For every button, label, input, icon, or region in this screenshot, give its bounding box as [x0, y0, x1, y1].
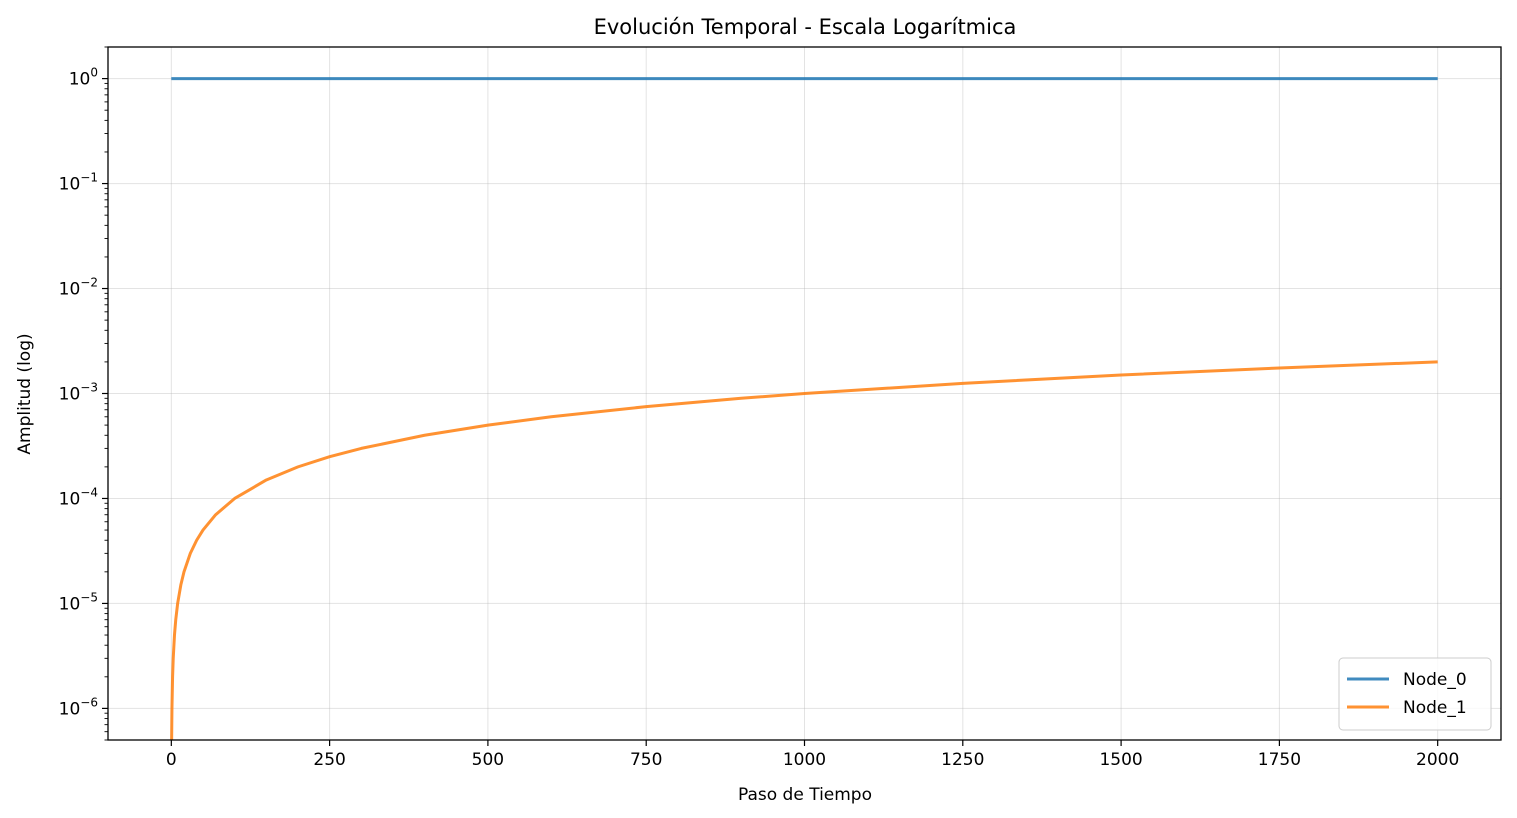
x-tick-label: 1500: [1099, 750, 1142, 770]
legend-label: Node_0: [1403, 670, 1467, 690]
x-tick-label: 0: [166, 750, 177, 770]
y-axis-title: Amplitud (log): [15, 333, 35, 454]
x-tick-label: 2000: [1416, 750, 1459, 770]
y-tick-label: 10−5: [59, 590, 98, 614]
legend-label: Node_1: [1403, 698, 1467, 718]
y-tick-label: 10−4: [59, 485, 98, 509]
x-axis-title: Paso de Tiempo: [738, 785, 872, 805]
y-tick-label: 10−2: [59, 276, 98, 300]
x-tick-label: 1750: [1258, 750, 1301, 770]
y-axis: 100 10−1 10−2 10−3 10−4 10−5 10−6: [59, 46, 108, 741]
y-tick-label: 10−1: [59, 171, 98, 195]
y-tick-label: 10−3: [59, 381, 98, 405]
x-tick-label: 1000: [783, 750, 826, 770]
legend-box: [1338, 657, 1492, 731]
x-tick-label: 250: [313, 750, 345, 770]
series-line-node-1: [170, 360, 1438, 741]
y-tick-label: 100: [69, 66, 98, 90]
x-tick-label: 750: [630, 750, 662, 770]
x-tick-label: 1250: [941, 750, 984, 770]
x-axis: 0 250 500 750 1000 1250 1500 1750 2000: [166, 740, 1459, 770]
legend: Node_0 Node_1: [1338, 657, 1492, 731]
x-tick-label: 500: [472, 750, 504, 770]
series-layer: [170, 77, 1438, 741]
chart-title: Evolución Temporal - Escala Logarítmica: [594, 15, 1017, 39]
y-tick-label: 10−6: [59, 695, 98, 719]
